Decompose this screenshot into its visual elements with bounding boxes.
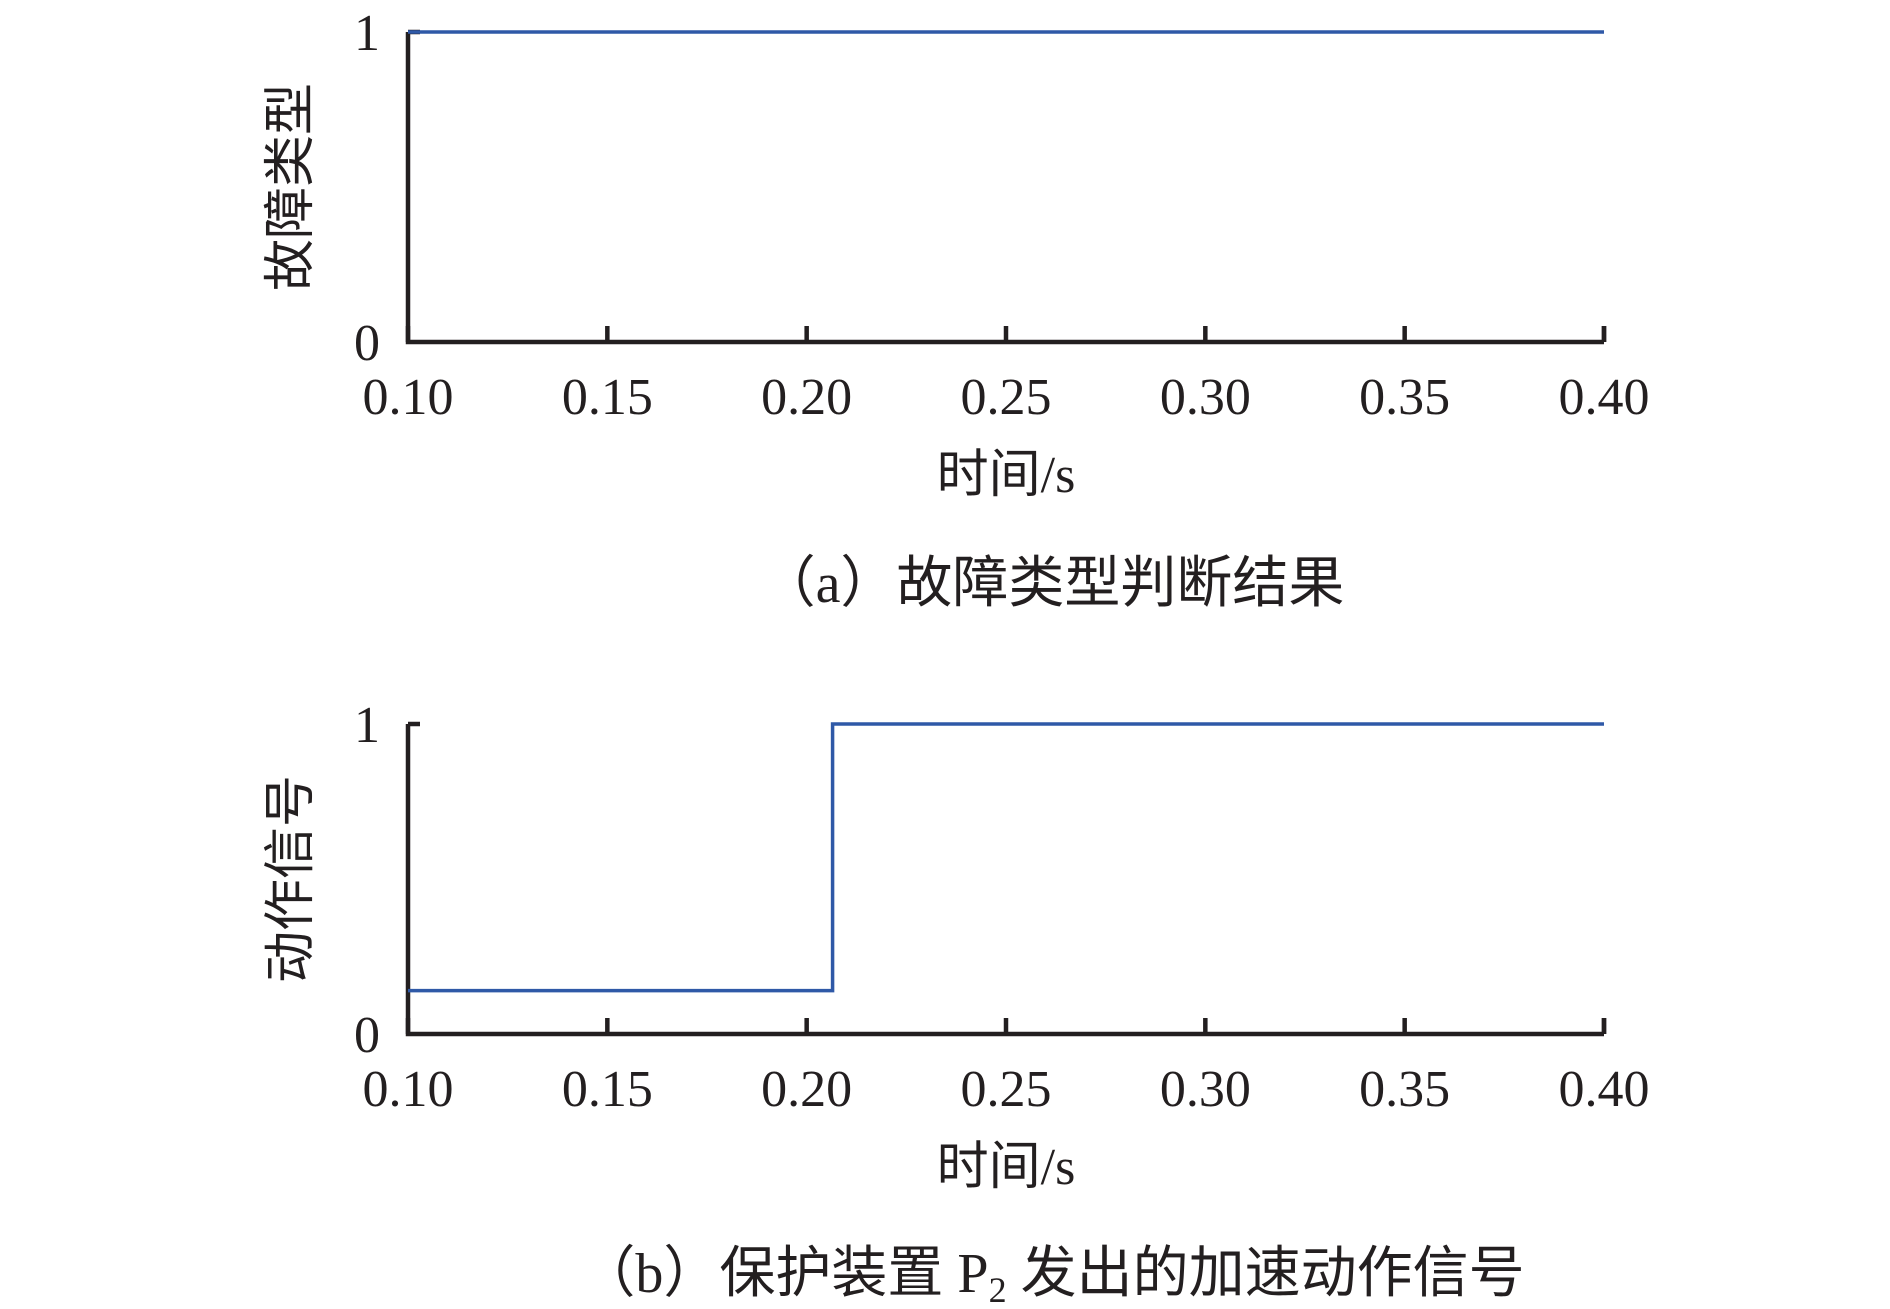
- series-group: [408, 722, 1604, 993]
- x-tick-marks: [405, 1018, 1607, 1034]
- x-tick-label: 0.30: [1160, 369, 1251, 426]
- caption-prefix: （b）保护装置 P: [579, 1243, 988, 1305]
- x-tick-label: 0.20: [761, 1061, 852, 1118]
- x-tick-label: 0.30: [1160, 1061, 1251, 1118]
- x-tick-labels: 0.10 0.15 0.20 0.25 0.30 0.35 0.40: [363, 369, 1650, 426]
- axis-lines: [405, 29, 1607, 345]
- x-tick-label: 0.40: [1559, 1061, 1650, 1118]
- caption-suffix: 发出的加速动作信号: [1007, 1243, 1525, 1305]
- y-tick-label: 0: [354, 1007, 380, 1064]
- x-tick-label: 0.10: [363, 369, 454, 426]
- panel-caption: （a）故障类型判断结果: [760, 553, 1345, 615]
- y-tick-labels: 01: [354, 697, 380, 1064]
- y-tick-label: 1: [354, 697, 380, 754]
- panel-a: 0.10 0.15 0.20 0.25 0.30 0.35 0.40 01 时间/s 故障类…: [263, 5, 1650, 615]
- x-axis-title: 时间/s: [937, 447, 1076, 504]
- x-tick-label: 0.20: [761, 369, 852, 426]
- x-tick-label: 0.40: [1559, 369, 1650, 426]
- x-tick-label: 0.15: [562, 1061, 653, 1118]
- panel-caption: （b）保护装置 P2 发出的加速动作信号: [579, 1243, 1524, 1309]
- x-tick-label: 0.35: [1359, 1061, 1450, 1118]
- caption-subscript: 2: [989, 1270, 1007, 1309]
- x-tick-marks: [405, 326, 1607, 342]
- axis-lines: [405, 721, 1607, 1037]
- x-tick-label: 0.15: [562, 369, 653, 426]
- series-line: [408, 722, 1604, 993]
- y-tick-label: 1: [354, 5, 380, 62]
- y-axis-title: 故障类型: [263, 83, 320, 291]
- x-tick-label: 0.25: [961, 1061, 1052, 1118]
- panel-b: 0.10 0.15 0.20 0.25 0.30 0.35 0.40 01 时间/s 动作信…: [263, 697, 1650, 1309]
- y-tick-labels: 01: [354, 5, 380, 372]
- y-axis-title: 动作信号: [263, 775, 320, 983]
- x-axis-title: 时间/s: [937, 1139, 1076, 1196]
- x-tick-labels: 0.10 0.15 0.20 0.25 0.30 0.35 0.40: [363, 1061, 1650, 1118]
- y-tick-label: 0: [354, 315, 380, 372]
- x-tick-label: 0.10: [363, 1061, 454, 1118]
- x-tick-label: 0.25: [961, 369, 1052, 426]
- x-tick-label: 0.35: [1359, 369, 1450, 426]
